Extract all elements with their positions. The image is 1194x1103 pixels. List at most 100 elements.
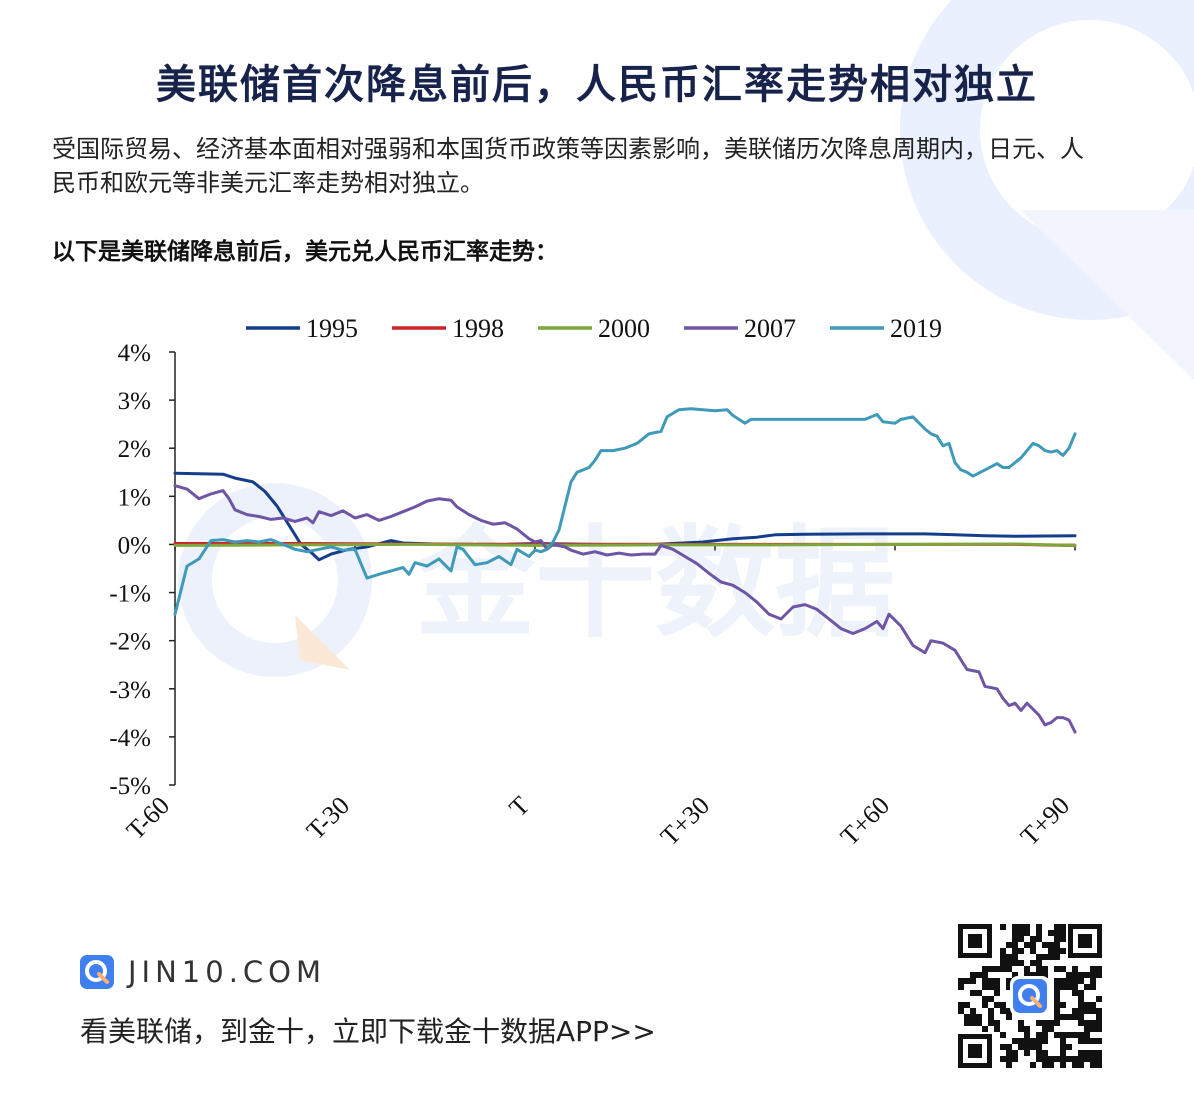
qr-module — [1018, 1044, 1024, 1050]
legend-label-2019: 2019 — [890, 314, 942, 343]
qr-module — [982, 1026, 988, 1032]
qr-module — [1054, 948, 1060, 954]
qr-module — [1090, 1008, 1096, 1014]
qr-module — [1054, 966, 1060, 972]
y-tick-label: 4% — [118, 340, 151, 367]
qr-module — [994, 1020, 1000, 1026]
qr-module — [1096, 1014, 1102, 1020]
qr-module — [970, 978, 976, 984]
legend-label-1998: 1998 — [452, 314, 504, 343]
qr-module — [1048, 948, 1054, 954]
qr-module — [1054, 978, 1060, 984]
qr-module — [1060, 948, 1066, 954]
qr-module — [1006, 978, 1012, 984]
qr-module — [1018, 1026, 1024, 1032]
qr-module — [1054, 1008, 1060, 1014]
qr-module — [1054, 1056, 1060, 1062]
download-call-to-action[interactable]: 看美联储，到金十，立即下载金十数据APP>> — [80, 1015, 656, 1048]
qr-module — [1036, 1044, 1042, 1050]
qr-module — [994, 1026, 1000, 1032]
qr-module — [964, 978, 970, 984]
qr-module — [1084, 1056, 1090, 1062]
qr-module — [1078, 1050, 1084, 1056]
y-tick-label: 0% — [118, 532, 151, 559]
qr-module — [1024, 966, 1030, 972]
qr-module — [1024, 972, 1030, 978]
qr-module — [1096, 1056, 1102, 1062]
y-tick-label: -2% — [109, 629, 151, 656]
qr-module — [1090, 978, 1096, 984]
qr-module — [1084, 1020, 1090, 1026]
qr-module — [1060, 984, 1066, 990]
qr-module — [988, 966, 994, 972]
qr-module — [1084, 1032, 1090, 1038]
qr-module — [1072, 972, 1078, 978]
qr-module — [1042, 954, 1048, 960]
qr-module — [1042, 1026, 1048, 1032]
qr-module — [1036, 1056, 1042, 1062]
qr-module — [994, 966, 1000, 972]
qr-module — [988, 996, 994, 1002]
qr-module — [1090, 1038, 1096, 1044]
qr-module — [1042, 942, 1048, 948]
qr-module — [1054, 1020, 1060, 1026]
qr-module — [1096, 966, 1102, 972]
qr-module — [1054, 930, 1060, 936]
watermark-text: 金十数据 — [414, 515, 895, 654]
qr-module — [1096, 1062, 1102, 1068]
qr-module — [1030, 960, 1036, 966]
qr-module — [1006, 966, 1012, 972]
qr-module — [1054, 984, 1060, 990]
qr-module — [1030, 1038, 1036, 1044]
qr-module — [1072, 1056, 1078, 1062]
y-tick-label: -5% — [109, 773, 151, 800]
qr-module — [1006, 984, 1012, 990]
qr-module — [1078, 1020, 1084, 1026]
footer-brand[interactable]: JIN10.COM — [80, 952, 326, 992]
qr-module — [964, 1020, 970, 1026]
y-tick-label: 3% — [118, 388, 151, 415]
qr-module — [1096, 1026, 1102, 1032]
page-title: 美联储首次降息前后，人民币汇率走势相对独立 — [156, 62, 1038, 108]
qr-module — [1066, 972, 1072, 978]
qr-module — [1078, 1038, 1084, 1044]
qr-module — [1030, 1062, 1036, 1068]
qr-module — [1036, 930, 1042, 936]
qr-module — [1042, 1032, 1048, 1038]
qr-module — [1090, 1002, 1096, 1008]
y-tick-label: 1% — [118, 484, 151, 511]
qr-module — [976, 990, 982, 996]
qr-module — [1036, 936, 1042, 942]
qr-module — [1036, 960, 1042, 966]
qr-module — [1060, 1038, 1066, 1044]
y-tick-label: -1% — [109, 581, 151, 608]
qr-module — [1072, 966, 1078, 972]
qr-module — [1000, 1056, 1006, 1062]
qr-module — [988, 1008, 994, 1014]
qr-module — [970, 990, 976, 996]
qr-module — [1036, 954, 1042, 960]
qr-module — [1060, 966, 1066, 972]
qr-module — [1078, 1032, 1084, 1038]
qr-module — [1078, 1056, 1084, 1062]
qr-module — [1000, 1002, 1006, 1008]
qr-module — [1042, 1020, 1048, 1026]
qr-module — [1048, 1056, 1054, 1062]
qr-module — [958, 1008, 964, 1014]
qr-module — [1096, 972, 1102, 978]
qr-module — [1042, 1062, 1048, 1068]
qr-module — [1030, 972, 1036, 978]
qr-module — [1078, 1002, 1084, 1008]
series-line-2019 — [173, 407, 1077, 616]
qr-module — [1078, 1062, 1084, 1068]
qr-module — [994, 1002, 1000, 1008]
qr-module — [1006, 942, 1012, 948]
qr-module — [1000, 948, 1006, 954]
qr-module — [1024, 1026, 1030, 1032]
qr-module — [1060, 924, 1066, 930]
qr-module — [1090, 972, 1096, 978]
qr-module — [1048, 954, 1054, 960]
qr-module — [982, 996, 988, 1002]
qr-code-icon[interactable] — [954, 920, 1106, 1072]
qr-module — [1060, 1062, 1066, 1068]
